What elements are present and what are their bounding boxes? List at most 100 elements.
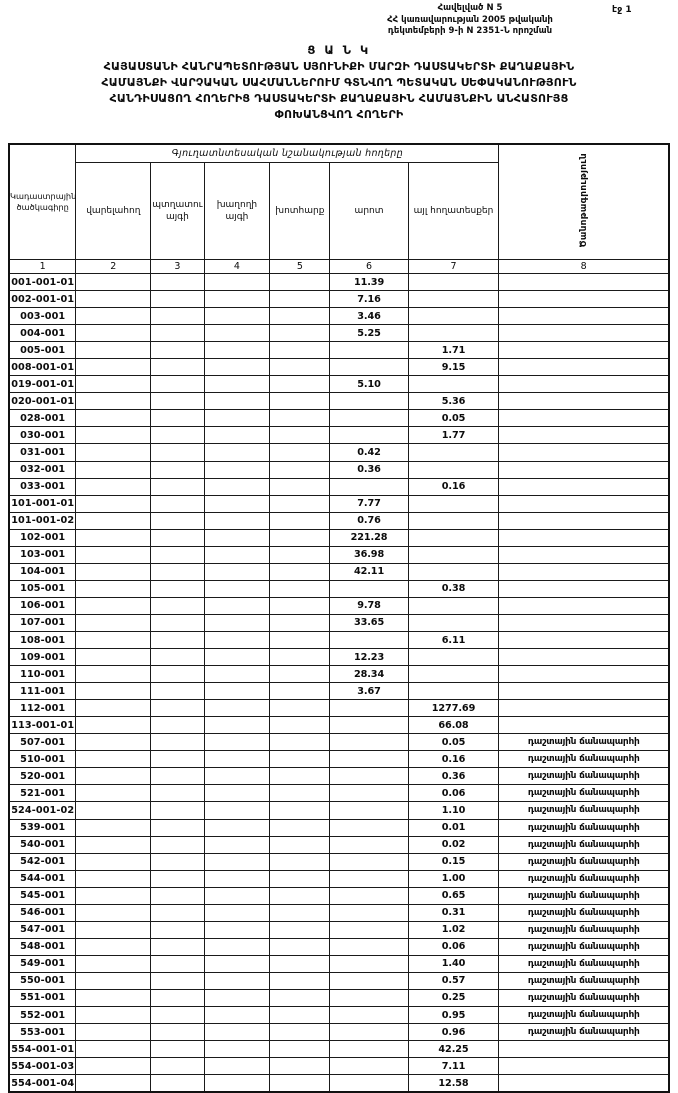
cell-orchard xyxy=(150,528,205,547)
cell-pasture xyxy=(329,903,409,922)
cell-note: դաշտային ճանապարհի xyxy=(498,767,670,786)
cell-orchard xyxy=(150,988,205,1008)
cell-note xyxy=(498,699,670,718)
cell-orchard xyxy=(150,1023,205,1042)
cell-arable xyxy=(75,1040,152,1059)
cell-orchard xyxy=(150,835,205,854)
cell-note xyxy=(498,511,670,530)
cell-arable xyxy=(75,971,152,990)
colnum-3: 3 xyxy=(150,259,205,274)
colnum-6: 6 xyxy=(329,259,409,274)
cell-note: դաշտային ճանապարհի xyxy=(498,818,670,837)
table-row: 550-001 0.57 դաշտային ճանապարհի xyxy=(8,971,670,990)
cell-other-lands xyxy=(407,596,500,615)
cell-other-lands: 0.96 xyxy=(407,1023,500,1042)
cell-cadastral-code: 008-001-01 xyxy=(8,358,77,377)
cell-pasture xyxy=(329,852,409,871)
cell-orchard xyxy=(150,733,205,752)
cell-cadastral-code: 002-001-01 xyxy=(8,290,77,309)
cell-arable xyxy=(75,272,152,292)
cell-arable xyxy=(75,988,152,1008)
cell-arable xyxy=(75,426,152,445)
cell-other-lands xyxy=(407,562,500,581)
cell-arable xyxy=(75,341,152,360)
cell-orchard xyxy=(150,460,205,479)
cell-vineyard xyxy=(203,443,271,462)
cell-cadastral-code: 507-001 xyxy=(8,733,77,752)
cell-pasture xyxy=(329,716,409,735)
cell-vineyard xyxy=(203,937,271,956)
cell-note xyxy=(498,409,670,428)
header-other-lands: այլ հողատեսքեր xyxy=(407,162,500,260)
cell-vineyard xyxy=(203,818,271,837)
table-row: 545-001 0.65 դաշտային ճանապարհի xyxy=(8,886,670,905)
doc-ref-line-1: Հավելված N 5 xyxy=(437,3,503,13)
table-row: 005-001 1.71 xyxy=(8,341,670,360)
cell-cadastral-code: 106-001 xyxy=(8,596,77,615)
cell-hayfield xyxy=(269,818,331,837)
cell-cadastral-code: 033-001 xyxy=(8,477,77,496)
cell-orchard xyxy=(150,358,205,377)
cell-pasture xyxy=(329,1040,409,1059)
cell-other-lands: 1.00 xyxy=(407,869,500,888)
table-row: 028-001 0.05 xyxy=(8,409,670,428)
cell-vineyard xyxy=(203,392,271,411)
cell-note xyxy=(498,460,670,479)
table-row: 540-001 0.02 դաշտային ճանապարհի xyxy=(8,835,670,854)
cell-arable xyxy=(75,1074,152,1093)
cell-cadastral-code: 552-001 xyxy=(8,1006,77,1025)
cell-arable xyxy=(75,733,152,752)
colnum-8: 8 xyxy=(498,259,670,274)
cell-pasture: 42.11 xyxy=(329,562,409,581)
cell-arable xyxy=(75,324,152,343)
cell-other-lands xyxy=(407,648,500,667)
cell-hayfield xyxy=(269,579,331,598)
cell-cadastral-code: 548-001 xyxy=(8,937,77,956)
cell-other-lands xyxy=(407,290,500,309)
cell-vineyard xyxy=(203,477,271,496)
header-notes-text: Ծանոթագրություն xyxy=(578,152,589,248)
table-row: 020-001-01 5.36 xyxy=(8,392,670,411)
cell-cadastral-code: 554-001-04 xyxy=(8,1074,77,1093)
cell-orchard xyxy=(150,784,205,803)
cell-hayfield xyxy=(269,920,331,939)
cell-arable xyxy=(75,869,152,888)
table-row: 554-001-04 12.58 xyxy=(8,1074,670,1093)
table-row: 507-001 0.05 դաշտային ճանապարհի xyxy=(8,733,670,752)
cell-hayfield xyxy=(269,460,331,479)
cell-note xyxy=(498,494,670,513)
cell-note: դաշտային ճանապարհի xyxy=(498,937,670,956)
title-line-4: ՓՈԽԱՆՑՎՈՂ ՀՈՂԵՐԻ xyxy=(274,108,404,121)
cell-arable xyxy=(75,699,152,718)
cell-orchard xyxy=(150,852,205,871)
title-line-1: ՀԱՅԱՍՏԱՆԻ ՀԱՆՐԱՊԵՏՈՒԹՅԱՆ ՍՅՈՒՆԻՔԻ ՄԱՐԶԻ … xyxy=(103,60,575,73)
table-row: 105-001 0.38 xyxy=(8,579,670,598)
cell-arable xyxy=(75,1006,152,1025)
cell-note xyxy=(498,1057,670,1076)
cell-arable xyxy=(75,801,152,820)
table-row: 107-001 33.65 xyxy=(8,613,670,632)
cell-pasture xyxy=(329,477,409,496)
cell-note: դաշտային ճանապարհի xyxy=(498,835,670,854)
cell-pasture xyxy=(329,920,409,939)
table-row: 510-001 0.16 դաշտային ճանապարհի xyxy=(8,750,670,769)
cell-cadastral-code: 101-001-02 xyxy=(8,511,77,530)
cell-vineyard xyxy=(203,716,271,735)
cell-other-lands: 6.11 xyxy=(407,630,500,650)
cell-orchard xyxy=(150,1074,205,1093)
cell-hayfield xyxy=(269,937,331,956)
cell-vineyard xyxy=(203,1040,271,1059)
cell-vineyard xyxy=(203,835,271,854)
colnum-7: 7 xyxy=(407,259,500,274)
cell-hayfield xyxy=(269,1040,331,1059)
cell-pasture: 36.98 xyxy=(329,545,409,564)
cell-orchard xyxy=(150,869,205,888)
header-vineyard: խաղողի այգի xyxy=(203,162,271,260)
table-row: 031-001 0.42 xyxy=(8,443,670,462)
cell-vineyard xyxy=(203,733,271,752)
table-row: 521-001 0.06 դաշտային ճանապարհի xyxy=(8,784,670,803)
cell-orchard xyxy=(150,699,205,718)
table-row: 551-001 0.25 դաշտային ճանապարհի xyxy=(8,988,670,1008)
cell-pasture: 11.39 xyxy=(329,272,409,292)
table-row: 033-001 0.16 xyxy=(8,477,670,496)
